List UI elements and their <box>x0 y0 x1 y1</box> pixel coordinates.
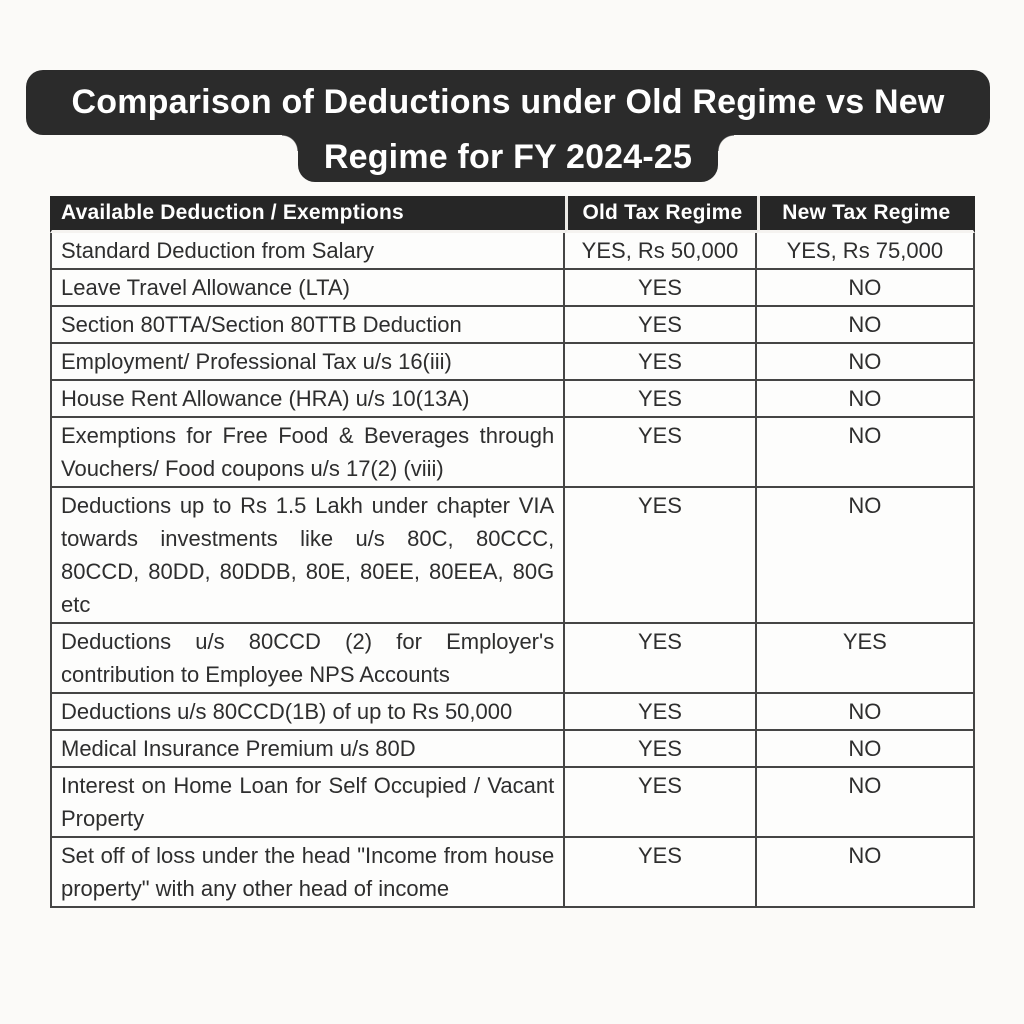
deduction-cell: Section 80TTA/Section 80TTB Deduction <box>50 307 566 344</box>
deduction-cell: Deductions u/s 80CCD(1B) of up to Rs 50,… <box>50 694 566 731</box>
old-regime-cell: YES <box>565 270 757 307</box>
old-regime-cell: YES <box>565 624 757 694</box>
deduction-cell: Set off of loss under the head "Income f… <box>50 838 566 908</box>
title-banner: Comparison of Deductions under Old Regim… <box>26 70 990 182</box>
new-regime-cell: NO <box>756 307 975 344</box>
title-line-1: Comparison of Deductions under Old Regim… <box>26 70 990 135</box>
old-regime-cell: YES <box>565 768 757 838</box>
new-regime-cell: YES, Rs 75,000 <box>756 233 975 270</box>
deduction-cell: House Rent Allowance (HRA) u/s 10(13A) <box>50 381 566 418</box>
deduction-cell: Deductions u/s 80CCD (2) for Employer's … <box>50 624 566 694</box>
old-regime-cell: YES <box>565 488 757 624</box>
old-regime-cell: YES <box>565 731 757 768</box>
table-row: House Rent Allowance (HRA) u/s 10(13A) YE… <box>50 381 975 418</box>
old-regime-cell: YES <box>565 307 757 344</box>
deduction-cell: Exemptions for Free Food & Beverages thr… <box>50 418 566 488</box>
header-new-regime: New Tax Regime <box>756 196 975 233</box>
old-regime-cell: YES <box>565 344 757 381</box>
table-row: Employment/ Professional Tax u/s 16(iii)… <box>50 344 975 381</box>
header-deduction: Available Deduction / Exemptions <box>50 196 566 233</box>
new-regime-cell: NO <box>756 731 975 768</box>
deduction-cell: Leave Travel Allowance (LTA) <box>50 270 566 307</box>
new-regime-cell: YES <box>756 624 975 694</box>
new-regime-cell: NO <box>756 381 975 418</box>
deduction-cell: Deductions up to Rs 1.5 Lakh under chapt… <box>50 488 566 624</box>
table-body: Standard Deduction from Salary YES, Rs 50… <box>50 233 975 908</box>
table-row: Medical Insurance Premium u/s 80D YES NO <box>50 731 975 768</box>
new-regime-cell: NO <box>756 838 975 908</box>
table-row: Standard Deduction from Salary YES, Rs 50… <box>50 233 975 270</box>
table-row: Set off of loss under the head "Income f… <box>50 838 975 908</box>
old-regime-cell: YES <box>565 418 757 488</box>
header-old-regime: Old Tax Regime <box>565 196 757 233</box>
deduction-cell: Interest on Home Loan for Self Occupied … <box>50 768 566 838</box>
old-regime-cell: YES, Rs 50,000 <box>565 233 757 270</box>
new-regime-cell: NO <box>756 418 975 488</box>
new-regime-cell: NO <box>756 694 975 731</box>
header-row: Available Deduction / Exemptions Old Tax… <box>50 196 975 233</box>
deduction-cell: Medical Insurance Premium u/s 80D <box>50 731 566 768</box>
new-regime-cell: NO <box>756 768 975 838</box>
title-line-2: Regime for FY 2024-25 <box>282 133 734 182</box>
table-row: Interest on Home Loan for Self Occupied … <box>50 768 975 838</box>
table-row: Deductions u/s 80CCD(1B) of up to Rs 50,… <box>50 694 975 731</box>
old-regime-cell: YES <box>565 381 757 418</box>
deduction-cell: Employment/ Professional Tax u/s 16(iii) <box>50 344 566 381</box>
comparison-table: Available Deduction / Exemptions Old Tax… <box>50 196 975 908</box>
new-regime-cell: NO <box>756 270 975 307</box>
new-regime-cell: NO <box>756 488 975 624</box>
table-row: Deductions u/s 80CCD (2) for Employer's … <box>50 624 975 694</box>
old-regime-cell: YES <box>565 694 757 731</box>
table-row: Section 80TTA/Section 80TTB Deduction YES… <box>50 307 975 344</box>
comparison-table-container: Available Deduction / Exemptions Old Tax… <box>50 196 975 908</box>
deduction-cell: Standard Deduction from Salary <box>50 233 566 270</box>
old-regime-cell: YES <box>565 838 757 908</box>
table-row: Exemptions for Free Food & Beverages thr… <box>50 418 975 488</box>
table-row: Leave Travel Allowance (LTA) YES NO <box>50 270 975 307</box>
table-row: Deductions up to Rs 1.5 Lakh under chapt… <box>50 488 975 624</box>
new-regime-cell: NO <box>756 344 975 381</box>
